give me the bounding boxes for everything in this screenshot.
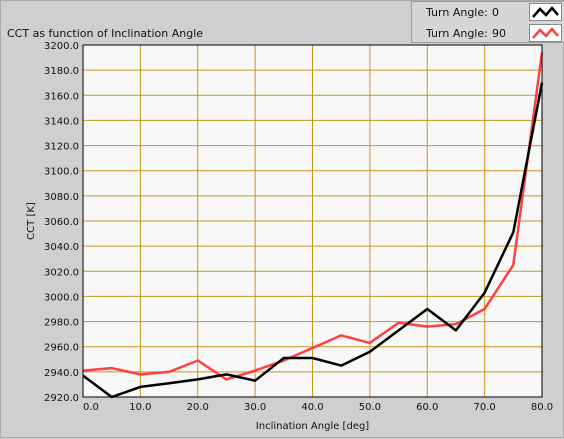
legend-item-turn-angle-90[interactable]: Turn Angle: 90 — [412, 23, 564, 44]
y-tick-label: 3080.0 — [44, 192, 79, 203]
y-tick-label: 3020.0 — [44, 267, 79, 278]
x-tick-label: 50.0 — [359, 402, 381, 413]
legend[interactable]: Turn Angle: 0 Turn Angle: 90 — [411, 1, 564, 43]
x-tick-label: 20.0 — [187, 402, 209, 413]
y-tick-label: 3120.0 — [44, 142, 79, 153]
y-tick-label: 3180.0 — [44, 66, 79, 77]
x-tick-label: 60.0 — [416, 402, 438, 413]
legend-value: 0 — [492, 6, 499, 19]
x-tick-label: 40.0 — [301, 402, 323, 413]
y-tick-label: 2940.0 — [44, 368, 79, 379]
y-tick-label: 2920.0 — [44, 393, 79, 404]
y-tick-labels: 2920.0 2940.0 2960.0 2980.0 3000.0 3020.0 3040… — [44, 41, 79, 404]
x-tick-label: 30.0 — [244, 402, 266, 413]
line-swatch-icon — [532, 6, 559, 18]
y-tick-label: 3000.0 — [44, 292, 79, 303]
y-tick-label: 3160.0 — [44, 91, 79, 102]
x-tick-label: 70.0 — [473, 402, 495, 413]
y-tick-label: 3140.0 — [44, 116, 79, 127]
legend-item-turn-angle-0[interactable]: Turn Angle: 0 — [412, 2, 564, 23]
x-axis-label: Inclination Angle [deg] — [256, 421, 370, 432]
series-line-turn-angle-0 — [82, 82, 544, 399]
plot-frame — [82, 44, 543, 398]
legend-label: Turn Angle: — [426, 27, 488, 40]
y-tick-label: 2980.0 — [44, 318, 79, 329]
y-tick-label: 3200.0 — [44, 41, 79, 52]
y-axis-label: CCT [K] — [26, 202, 37, 240]
x-tick-label: 0.0 — [83, 402, 99, 413]
legend-swatch-black[interactable] — [529, 3, 562, 21]
legend-value: 90 — [492, 27, 506, 40]
x-tick-label: 80.0 — [531, 402, 553, 413]
y-tick-label: 3040.0 — [44, 242, 79, 253]
legend-swatch-red[interactable] — [529, 24, 562, 42]
y-tick-label: 2960.0 — [44, 343, 79, 354]
series-lines — [82, 52, 544, 399]
y-tick-label: 3100.0 — [44, 167, 79, 178]
line-swatch-icon — [532, 27, 559, 39]
x-tick-labels: 0.0 10.0 20.0 30.0 40.0 50.0 60.0 70.0 80.0 — [83, 402, 553, 413]
legend-label: Turn Angle: — [426, 6, 488, 19]
x-tick-label: 10.0 — [129, 402, 151, 413]
chart-title: CCT as function of Inclination Angle — [7, 27, 204, 40]
y-tick-label: 3060.0 — [44, 217, 79, 228]
